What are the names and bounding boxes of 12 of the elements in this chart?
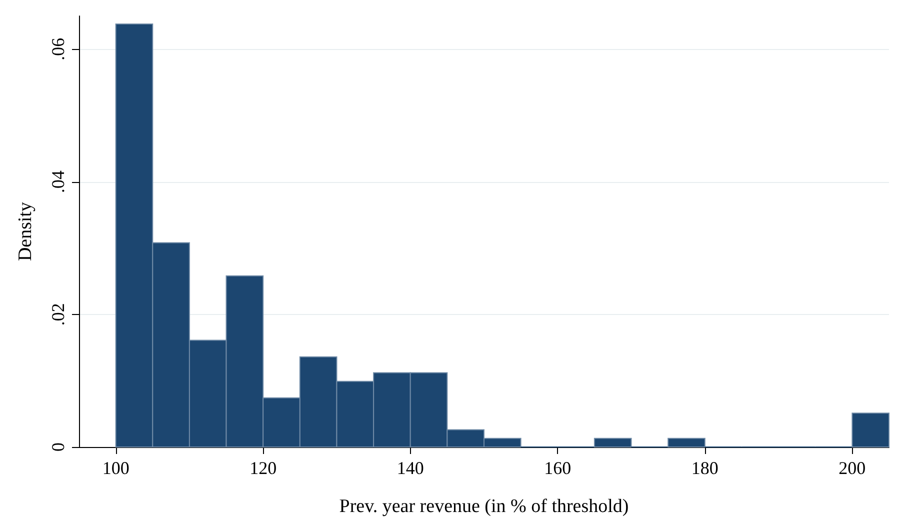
- y-axis-title: Density: [15, 201, 36, 262]
- x-tick-label: 200: [838, 458, 866, 478]
- x-tick-label: 180: [691, 458, 718, 478]
- y-tick-label: .06: [48, 38, 68, 60]
- x-tick-label: 160: [544, 458, 572, 478]
- x-tick-label: 100: [102, 458, 130, 478]
- y-tick-label: .04: [48, 170, 68, 194]
- x-tick-label: 120: [250, 458, 277, 478]
- x-axis-title: Prev. year revenue (in % of threshold): [339, 496, 629, 517]
- y-tick-label: 0: [48, 442, 68, 452]
- y-tick-label: .02: [48, 303, 68, 326]
- x-tick-label: 140: [396, 458, 424, 478]
